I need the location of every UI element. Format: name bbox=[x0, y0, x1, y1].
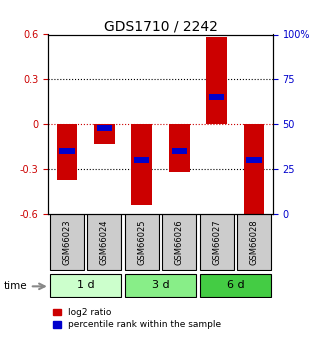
Text: 3 d: 3 d bbox=[152, 280, 169, 290]
Bar bbox=[125, 215, 159, 270]
Bar bbox=[132, 124, 152, 205]
Bar bbox=[171, 148, 187, 154]
Bar bbox=[97, 125, 112, 131]
Bar bbox=[50, 215, 84, 270]
Bar bbox=[237, 215, 271, 270]
Bar bbox=[125, 274, 196, 297]
Bar bbox=[94, 124, 115, 144]
Text: GSM66025: GSM66025 bbox=[137, 220, 146, 265]
Text: GSM66027: GSM66027 bbox=[212, 219, 221, 265]
Bar bbox=[209, 94, 224, 100]
Bar bbox=[50, 274, 121, 297]
Text: GSM66024: GSM66024 bbox=[100, 220, 109, 265]
Title: GDS1710 / 2242: GDS1710 / 2242 bbox=[104, 19, 217, 33]
Bar bbox=[56, 124, 77, 179]
Bar bbox=[59, 148, 74, 154]
Text: GSM66023: GSM66023 bbox=[62, 219, 71, 265]
Text: GSM66026: GSM66026 bbox=[175, 219, 184, 265]
Bar bbox=[162, 215, 196, 270]
Bar bbox=[247, 157, 262, 163]
Bar bbox=[87, 215, 121, 270]
Bar bbox=[169, 124, 189, 172]
Bar bbox=[244, 124, 265, 214]
Text: 1 d: 1 d bbox=[77, 280, 94, 290]
Bar bbox=[134, 157, 150, 163]
Legend: log2 ratio, percentile rank within the sample: log2 ratio, percentile rank within the s… bbox=[53, 308, 221, 329]
Text: 6 d: 6 d bbox=[227, 280, 244, 290]
Bar bbox=[206, 38, 227, 124]
Bar bbox=[200, 215, 233, 270]
Text: GSM66028: GSM66028 bbox=[250, 219, 259, 265]
Text: time: time bbox=[3, 281, 27, 290]
Bar bbox=[200, 274, 271, 297]
